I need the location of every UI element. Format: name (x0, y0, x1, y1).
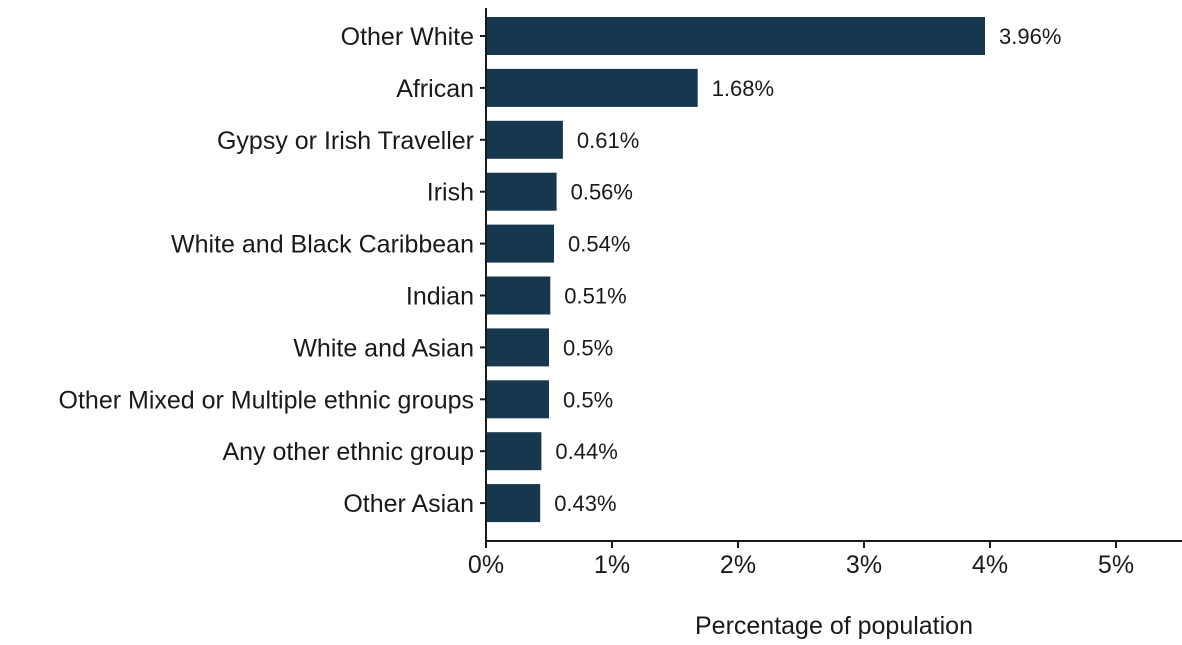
bar-1 (487, 68, 698, 107)
value-label-8: 0.44% (555, 439, 617, 464)
value-label-7: 0.5% (563, 387, 613, 412)
bar-5 (487, 276, 551, 315)
bar-3 (487, 172, 557, 211)
category-label-7: Other Mixed or Multiple ethnic groups (59, 386, 474, 414)
axes-layer: 0% 1% 2% 3% 4% 5% (468, 8, 1182, 579)
value-labels-layer: 3.96% 1.68% 0.61% 0.56% 0.54% 0.51% 0.5% 0.5% 0.… (554, 24, 1061, 516)
x-tick-label-4: 4% (972, 551, 1008, 579)
value-label-1: 1.68% (712, 76, 774, 101)
x-axis-title: Percentage of population (695, 612, 973, 640)
x-tick-label-3: 3% (846, 551, 882, 579)
bar-7 (487, 380, 549, 419)
value-label-2: 0.61% (577, 128, 639, 153)
value-label-5: 0.51% (564, 284, 626, 309)
category-label-3: Irish (427, 179, 474, 207)
category-label-2: Gypsy or Irish Traveller (217, 127, 474, 155)
x-tick-label-2: 2% (720, 551, 756, 579)
bar-0 (487, 17, 985, 55)
bar-4 (487, 224, 554, 263)
category-label-9: Other Asian (343, 490, 474, 518)
value-label-9: 0.43% (554, 491, 616, 516)
bar-8 (487, 432, 542, 471)
x-tick-label-0: 0% (468, 551, 504, 579)
bars-layer (487, 17, 985, 523)
category-label-0: Other White (341, 23, 474, 51)
bar-6 (487, 328, 549, 367)
category-label-8: Any other ethnic group (222, 438, 474, 466)
value-label-0: 3.96% (999, 24, 1061, 49)
value-label-6: 0.5% (563, 335, 613, 360)
value-label-4: 0.54% (568, 232, 630, 257)
bar-2 (487, 120, 563, 159)
category-labels-layer: Other White African Gypsy or Irish Travell… (59, 23, 474, 518)
category-label-4: White and Black Caribbean (171, 231, 474, 259)
x-tick-label-5: 5% (1098, 551, 1134, 579)
x-tick-label-1: 1% (594, 551, 630, 579)
bar-9 (487, 484, 541, 523)
value-label-3: 0.56% (571, 180, 633, 205)
category-label-6: White and Asian (293, 334, 474, 362)
category-label-1: African (396, 75, 474, 103)
category-label-5: Indian (406, 283, 474, 311)
